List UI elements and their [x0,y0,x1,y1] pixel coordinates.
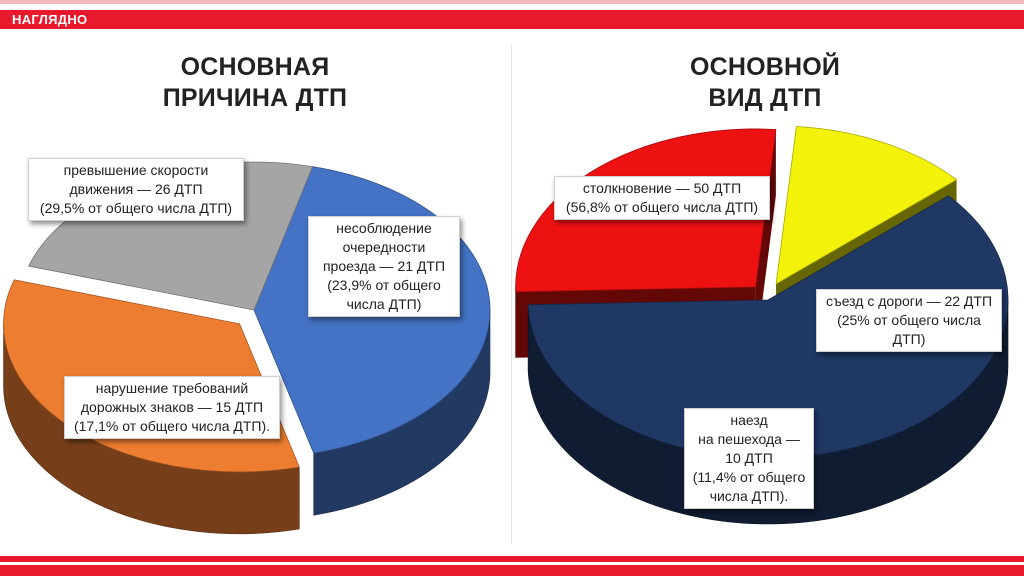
slice-label-line: на пешехода — [698,431,800,447]
slice-label-line: наезд [730,412,768,428]
slice-label-line: съезд с дороги — 22 ДТП [825,293,993,309]
slice-label-signs: нарушение требований дорожных знаков — 1… [64,376,280,439]
pie-slice-offroad-cut [755,129,776,353]
slice-label-line: проезда — 21 ДТП [322,258,446,274]
slice-label-priority: несоблюдение очередности проезда — 21 ДТ… [308,216,460,317]
chart-title-type: ОСНОВНОЙ ВИД ДТП [615,52,915,114]
slice-label-line: нарушение требований [95,380,249,396]
chart-title-line: ОСНОВНОЙ [689,53,841,81]
slice-label-line: числа ДТП). [709,488,789,504]
pie-slice-collision [527,195,1009,459]
section-label: НАГЛЯДНО [12,12,88,27]
slice-label-offroad: съезд с дороги — 22 ДТП (25% от общего ч… [816,289,1002,352]
chart-title-line: ПРИЧИНА ДТП [162,84,348,112]
slice-label-line: (25% от общего числа ДТП) [837,312,981,347]
slice-label-line: движения — 26 ДТП [69,181,203,197]
slice-label-line: (17,1% от общего числа ДТП). [73,418,271,434]
bottom-band [0,556,1024,576]
chart-title-line: ОСНОВНАЯ [180,53,330,81]
slice-label-line: (11,4% от общего [692,469,806,485]
slice-label-line: (29,5% от общего числа ДТП) [39,200,233,216]
slice-label-line: (23,9% от общего [327,277,441,293]
slice-label-line: несоблюдение [336,220,432,236]
slice-label-line: 10 ДТП [725,450,773,466]
slice-label-line: числа ДТП) [346,296,422,312]
column-divider [511,44,512,544]
section-banner: НАГЛЯДНО [0,10,1024,29]
slice-label-line: очередности [342,239,426,255]
chart-title-line: ВИД ДТП [708,84,822,112]
slice-label-line: столкновение — 50 ДТП [582,180,742,196]
slice-label-collision: столкновение — 50 ДТП (56,8% от общего ч… [554,176,770,220]
top-rule [0,0,1024,4]
pie-chart-type [515,126,1009,525]
slice-label-line: превышение скорости [63,162,209,178]
pie-slice-pedestrian [775,126,958,285]
slice-label-line: (56,8% от общего числа ДТП) [565,199,759,215]
slice-label-pedestrian: наезд на пешехода — 10 ДТП (11,4% от общ… [684,408,814,509]
slice-label-speed: превышение скорости движения — 26 ДТП (2… [28,158,244,221]
chart-title-cause: ОСНОВНАЯ ПРИЧИНА ДТП [105,52,405,114]
slice-label-line: дорожных знаков — 15 ДТП [80,399,264,415]
